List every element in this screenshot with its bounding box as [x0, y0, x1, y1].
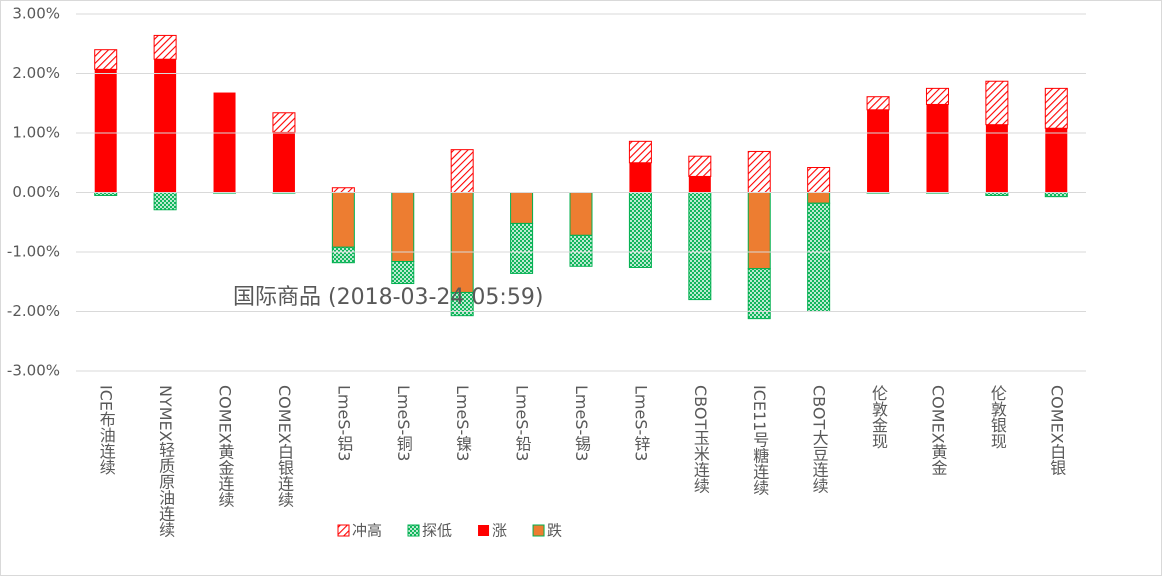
- x-tick-label: LmeS-铜3: [393, 385, 413, 462]
- bar-segment: [628, 140, 652, 164]
- y-tick-label: -1.00%: [7, 243, 60, 261]
- legend-swatch: [337, 524, 350, 537]
- bar-segment: [985, 80, 1009, 126]
- y-tick-label: 2.00%: [12, 64, 60, 82]
- bar-segment: [1045, 128, 1068, 193]
- legend-swatch: [407, 524, 420, 537]
- legend-swatch: [532, 524, 545, 537]
- bar-segment: [272, 112, 296, 133]
- bar-segment: [807, 167, 831, 193]
- bar-segment: [450, 149, 474, 194]
- bar-segment: [747, 192, 771, 270]
- bar-segment: [688, 155, 712, 177]
- bar-segment: [925, 87, 949, 105]
- bar-segment: [331, 187, 355, 194]
- bar-segment: [867, 109, 890, 193]
- legend-label: 涨: [492, 522, 507, 540]
- bar-segment: [747, 150, 771, 194]
- legend-swatch: [478, 525, 490, 536]
- bar-segment: [331, 246, 355, 264]
- x-tick-label: LmeS-锌3: [631, 385, 651, 462]
- x-tick-label: CBOT玉米连续: [690, 385, 710, 494]
- bar-segment: [94, 49, 118, 70]
- x-tick-label: LmeS-铅3: [512, 385, 532, 462]
- bar-segment: [747, 268, 771, 320]
- x-tick-label: COMEX黄金: [928, 385, 948, 476]
- x-tick-label: COMEX白银: [1047, 385, 1067, 476]
- bar-segment: [510, 222, 534, 274]
- legend-label: 跌: [547, 522, 562, 540]
- x-tick-label: LmeS-锡3: [572, 385, 591, 462]
- bar-segment: [688, 192, 712, 301]
- legend-label: 冲高: [352, 522, 382, 540]
- bar-segment: [510, 192, 534, 224]
- bar-segment: [926, 104, 949, 193]
- bar-segment: [807, 202, 831, 313]
- x-tick-label: LmeS-镍3: [453, 385, 473, 462]
- bar-segment: [154, 59, 177, 193]
- bar-segment: [866, 96, 890, 111]
- bar-segment: [153, 192, 177, 211]
- bar-segment: [629, 162, 652, 193]
- annotation: 国际商品 (2018-03-24 05:59): [233, 285, 543, 310]
- bar-segment: [391, 261, 415, 285]
- x-tick-label: ICE11号糖连续: [750, 385, 770, 496]
- x-tick-label: LmeS-铝3: [334, 385, 354, 462]
- x-tick-label: COMEX黄金连续: [215, 385, 235, 508]
- bar-segment: [391, 192, 415, 263]
- y-tick-label: 0.00%: [12, 183, 60, 201]
- y-tick-label: 3.00%: [12, 5, 60, 23]
- x-tick-label: CBOT大豆连续: [809, 385, 829, 494]
- bar-segment: [331, 192, 355, 248]
- bar-segment: [569, 234, 593, 267]
- bar-segment: [807, 192, 831, 204]
- bar-segment: [1044, 192, 1068, 198]
- bar-segment: [628, 192, 652, 268]
- bar-segment: [94, 69, 117, 193]
- y-tick-label: -2.00%: [7, 302, 60, 320]
- y-tick-label: -3.00%: [7, 362, 60, 380]
- x-tick-label: 伦敦金现: [869, 385, 889, 449]
- x-tick-label: COMEX白银连续: [274, 385, 294, 508]
- bar-segment: [213, 92, 236, 193]
- bar-segment: [272, 132, 295, 193]
- bar-segment: [569, 192, 593, 236]
- bar-segment: [450, 291, 474, 317]
- y-tick-label: 1.00%: [12, 124, 60, 142]
- bar-segment: [688, 176, 711, 193]
- x-tick-label: 伦敦银现: [987, 385, 1007, 449]
- x-tick-label: ICE布油连续: [96, 385, 116, 475]
- bar-segment: [153, 34, 177, 60]
- bar-segment: [450, 192, 474, 293]
- legend-label: 探低: [422, 522, 452, 540]
- bar-segment: [1044, 87, 1068, 129]
- x-tick-label: NYMEX轻质原油连续: [156, 385, 176, 538]
- bar-segment: [985, 124, 1008, 193]
